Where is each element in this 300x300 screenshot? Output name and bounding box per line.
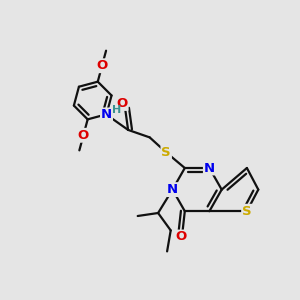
Text: O: O: [96, 59, 108, 72]
Text: N: N: [204, 161, 215, 175]
Text: N: N: [101, 108, 112, 122]
Text: O: O: [116, 97, 128, 110]
Text: H: H: [112, 105, 121, 115]
Text: N: N: [167, 183, 178, 196]
Text: S: S: [161, 146, 171, 159]
Text: O: O: [78, 129, 89, 142]
Text: O: O: [176, 230, 187, 244]
Text: S: S: [242, 205, 252, 218]
